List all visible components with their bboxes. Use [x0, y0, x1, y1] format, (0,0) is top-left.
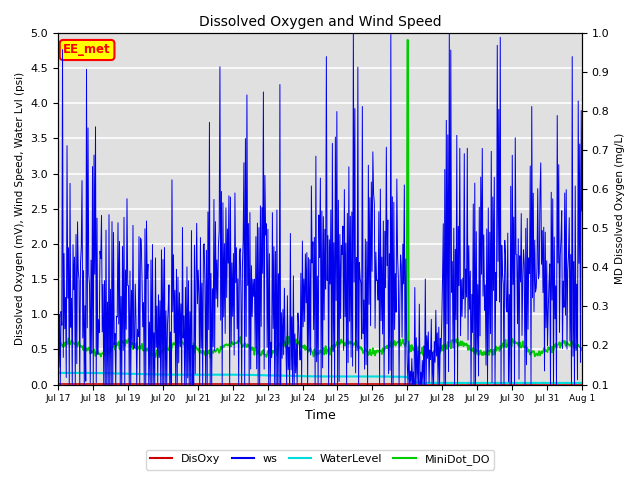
Title: Dissolved Oxygen and Wind Speed: Dissolved Oxygen and Wind Speed — [198, 15, 442, 29]
Y-axis label: Dissolved Oxygen (mV), Wind Speed, Water Lvl (psi): Dissolved Oxygen (mV), Wind Speed, Water… — [15, 72, 25, 345]
Legend: DisOxy, ws, WaterLevel, MiniDot_DO: DisOxy, ws, WaterLevel, MiniDot_DO — [145, 450, 495, 469]
Y-axis label: MD Dissolved Oxygen (mg/L): MD Dissolved Oxygen (mg/L) — [615, 133, 625, 284]
X-axis label: Time: Time — [305, 409, 335, 422]
Text: EE_met: EE_met — [63, 44, 111, 57]
